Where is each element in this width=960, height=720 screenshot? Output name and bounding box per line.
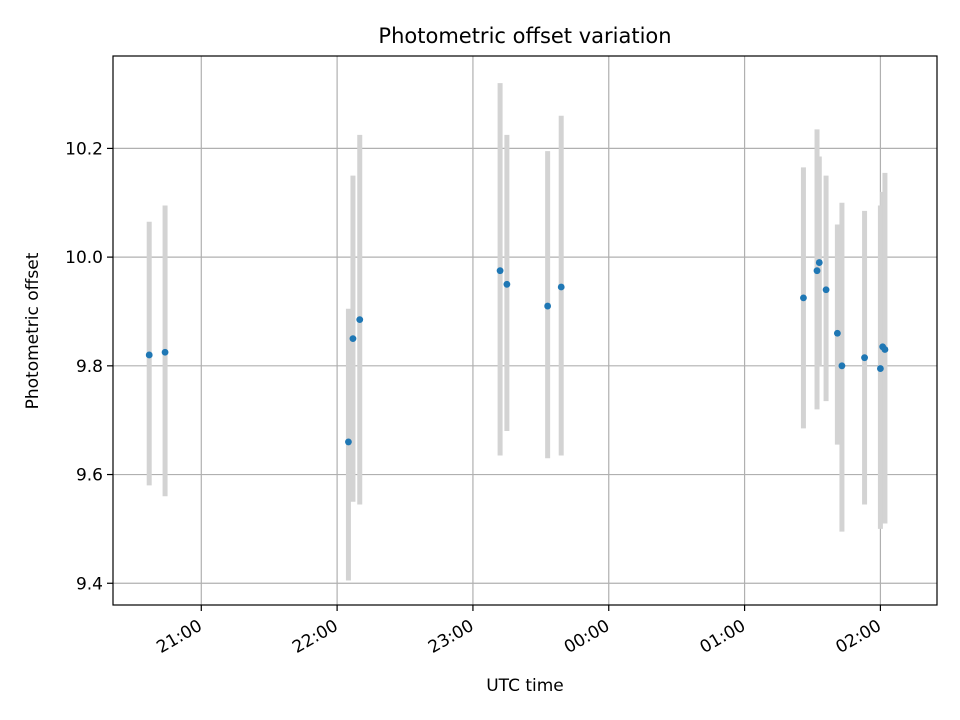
data-point (145, 351, 153, 359)
x-axis-label: UTC time (486, 676, 564, 696)
y-tick-label: 9.4 (76, 574, 103, 594)
data-point (822, 286, 830, 294)
data-point (544, 302, 552, 310)
x-tick-label: 00:00 (561, 616, 613, 658)
x-tick-label: 01:00 (697, 616, 749, 658)
chart-title: Photometric offset variation (378, 24, 671, 48)
plot-frame (112, 55, 938, 606)
x-tick-label: 21:00 (153, 616, 205, 658)
x-tick-label: 23:00 (425, 616, 477, 658)
data-points (145, 259, 889, 446)
grid (113, 56, 937, 605)
data-point (496, 267, 504, 275)
y-axis-label: Photometric offset (23, 252, 43, 409)
data-point (349, 335, 357, 343)
data-point (815, 259, 823, 266)
data-point (877, 365, 884, 372)
data-point (881, 346, 889, 353)
data-point (833, 329, 841, 337)
y-tick-label: 10.2 (65, 139, 103, 159)
data-point (503, 280, 511, 288)
data-point (356, 316, 364, 324)
error-bars (146, 83, 888, 581)
x-tick-label: 22:00 (289, 616, 341, 658)
y-tick-label: 9.6 (76, 466, 103, 486)
data-point (557, 283, 565, 291)
data-point (345, 438, 352, 446)
data-point (861, 354, 868, 362)
data-point (813, 267, 821, 275)
x-axis: 21:00 22:00 23:00 00:00 01:00 02:00 (153, 605, 885, 658)
y-tick-label: 9.8 (76, 357, 103, 377)
x-tick-label: 02:00 (832, 616, 884, 658)
data-point (838, 362, 846, 370)
data-point (800, 294, 807, 302)
y-axis: 9.4 9.6 9.8 10.0 10.2 (65, 139, 113, 594)
y-tick-label: 10.0 (65, 248, 103, 268)
data-point (161, 348, 169, 356)
